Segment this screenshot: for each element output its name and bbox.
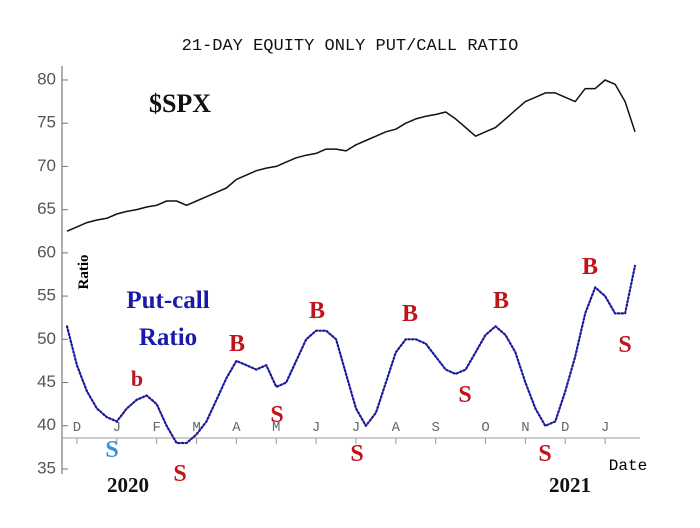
y-tick-label: 50 bbox=[37, 329, 56, 348]
annotation: Put-call bbox=[126, 287, 209, 314]
annotation: S bbox=[270, 402, 283, 428]
x-tick-label: A bbox=[392, 420, 401, 436]
x-tick-label: M bbox=[272, 420, 280, 436]
x-tick-label: A bbox=[232, 420, 241, 436]
x-tick-label: J bbox=[113, 420, 121, 436]
x-axis-label: Date bbox=[609, 457, 647, 475]
y-tick-label: 65 bbox=[37, 199, 56, 218]
annotation: 2020 bbox=[107, 473, 149, 497]
annotation: $SPX bbox=[149, 89, 211, 118]
x-tick-label: D bbox=[73, 420, 81, 436]
annotation: S bbox=[173, 461, 186, 487]
annotation: S bbox=[350, 441, 363, 467]
x-tick-label: J bbox=[352, 420, 360, 436]
series-line bbox=[66, 79, 636, 232]
annotation: S bbox=[618, 332, 631, 358]
chart-title: 21-DAY EQUITY ONLY PUT/CALL RATIO bbox=[182, 37, 519, 56]
y-tick-label: 35 bbox=[37, 458, 56, 477]
y-tick-label: 40 bbox=[37, 415, 56, 434]
annotation: B bbox=[493, 288, 509, 314]
annotation: B bbox=[309, 298, 325, 324]
annotation: 2021 bbox=[549, 473, 591, 497]
x-tick-label: D bbox=[561, 420, 569, 436]
x-tick-label: O bbox=[481, 420, 489, 436]
annotation: B bbox=[582, 254, 598, 280]
x-tick-label: J bbox=[312, 420, 320, 436]
annotation: S bbox=[105, 437, 118, 463]
y-tick-label: 80 bbox=[37, 69, 56, 88]
annotation: Ratio bbox=[139, 324, 197, 351]
y-tick-label: 45 bbox=[37, 372, 56, 391]
series-line bbox=[65, 264, 637, 445]
x-tick-label: M bbox=[192, 420, 200, 436]
annotation: b bbox=[131, 366, 143, 391]
x-tick-label: S bbox=[432, 420, 440, 436]
y-axis-label: Ratio bbox=[76, 255, 92, 290]
x-tick-label: N bbox=[521, 420, 529, 436]
x-tick-label: F bbox=[152, 420, 160, 436]
x-tick-label: J bbox=[601, 420, 609, 436]
annotation: B bbox=[229, 331, 245, 357]
y-tick-label: 75 bbox=[37, 113, 56, 132]
y-tick-label: 55 bbox=[37, 286, 56, 305]
annotation: S bbox=[538, 441, 551, 467]
y-tick-label: 60 bbox=[37, 242, 56, 261]
y-tick-label: 70 bbox=[37, 156, 56, 175]
annotation: B bbox=[402, 301, 418, 327]
annotation: S bbox=[458, 382, 471, 408]
